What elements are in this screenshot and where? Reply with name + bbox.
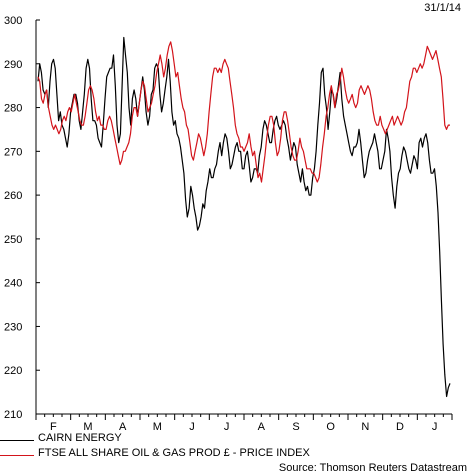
y-tick-label: 240 — [4, 278, 22, 290]
series-line-cairn-energy — [37, 36, 451, 398]
x-tick-label: J — [432, 421, 438, 433]
legend-swatch-cairn — [0, 440, 34, 441]
legend-item-ftse: FTSE ALL SHARE OIL & GAS PROD £ - PRICE … — [0, 447, 310, 459]
x-tick-label: S — [292, 421, 299, 433]
x-tick-label: D — [396, 421, 404, 433]
y-tick-label: 290 — [4, 59, 22, 71]
y-tick-label: 250 — [4, 234, 22, 246]
x-tick-label: A — [119, 421, 127, 433]
y-tick-label: 260 — [4, 190, 22, 202]
y-tick-label: 270 — [4, 146, 22, 158]
y-axis: 210 220 230 240 250 260 270 280 290 300 — [4, 15, 40, 421]
legend-label-ftse: FTSE ALL SHARE OIL & GAS PROD £ - PRICE … — [38, 447, 310, 459]
date-label: 31/1/14 — [424, 2, 461, 14]
y-tick-label: 300 — [4, 15, 22, 27]
x-tick-label: A — [258, 421, 266, 433]
legend-swatch-ftse — [0, 455, 34, 456]
x-tick-label: N — [361, 421, 369, 433]
source-note: Source: Thomson Reuters Datastream — [278, 462, 467, 474]
legend-label-cairn: CAIRN ENERGY — [38, 432, 122, 444]
y-tick-label: 280 — [4, 103, 22, 115]
y-tick-label: 210 — [4, 409, 22, 421]
legend-item-cairn: CAIRN ENERGY — [0, 432, 122, 444]
series-layer — [37, 36, 451, 398]
x-tick-label: M — [153, 421, 162, 433]
y-tick-label: 220 — [4, 365, 22, 377]
y-tick-label: 230 — [4, 321, 22, 333]
x-tick-label: M — [83, 421, 92, 433]
x-tick-label: F — [50, 421, 57, 433]
x-tick-label: J — [189, 421, 195, 433]
x-tick-label: J — [224, 421, 230, 433]
x-tick-label: O — [326, 421, 335, 433]
series-line-ftse-oil-gas — [37, 41, 450, 183]
